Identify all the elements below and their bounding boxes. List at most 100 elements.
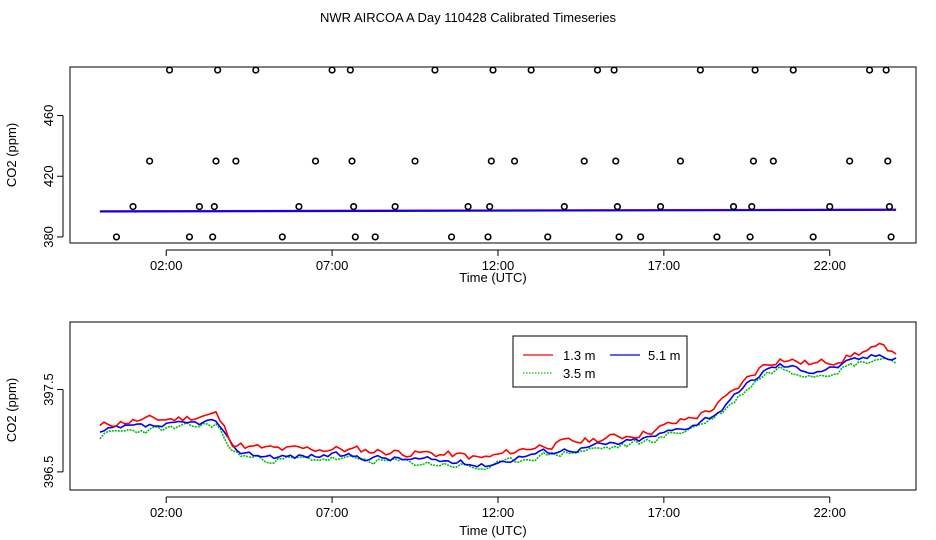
scatter-point: [769, 157, 777, 165]
top-x-axis-label: Time (UTC): [459, 270, 526, 285]
scatter-point: [887, 233, 895, 241]
scatter-point: [748, 202, 756, 211]
scatter-point: [447, 233, 456, 241]
top-x-tick-label: 02:00: [150, 258, 183, 273]
scatter-point: [185, 233, 194, 241]
bottom-x-tick-label: 07:00: [316, 505, 349, 520]
scatter-point: [464, 202, 472, 211]
scatter-point: [431, 66, 439, 74]
scatter-point: [214, 66, 222, 74]
top-y-axis: 380 420 460: [41, 105, 64, 248]
scatter-point: [527, 66, 535, 74]
scatter-point: [232, 157, 240, 165]
top-series-line: [99, 208, 897, 213]
series-line-1-3-m: [99, 342, 897, 460]
scatter-point: [613, 202, 622, 211]
scatter-point: [593, 66, 602, 74]
scatter-point: [676, 157, 685, 165]
bottom-plot-frame: [69, 321, 917, 491]
scatter-point: [746, 233, 754, 241]
scatter-point: [656, 202, 665, 211]
bottom-x-axis: 02:00 07:00 12:00 17:00 22:00: [150, 496, 846, 520]
scatter-point: [112, 233, 121, 241]
bottom-y-axis: 396.5 397.5: [41, 373, 64, 489]
bottom-series-lines: [99, 342, 897, 471]
scatter-point: [560, 202, 568, 211]
top-y-tick-label: 380: [41, 226, 56, 248]
scatter-point: [350, 202, 358, 211]
chart-title: NWR AIRCOA A Day 110428 Calibrated Times…: [320, 10, 616, 25]
scatter-point: [489, 66, 497, 74]
series-line-5-1-m: [99, 353, 897, 468]
scatter-point: [749, 157, 758, 165]
scatter-point: [411, 157, 419, 165]
scatter-point: [809, 233, 817, 241]
scatter-point: [610, 66, 618, 74]
bottom-x-axis-label: Time (UTC): [459, 523, 526, 538]
series-line-3-5-m: [99, 357, 897, 471]
bottom-x-tick-label: 12:00: [482, 505, 515, 520]
top-y-tick-label: 460: [41, 105, 56, 127]
scatter-point: [146, 157, 154, 165]
scatter-point: [615, 233, 623, 241]
scatter-point: [696, 66, 704, 74]
top-panel: 02:00 07:00 12:00 17:00 22:00 380 420 460 Time…: [4, 66, 917, 285]
scatter-point: [346, 66, 354, 74]
scatter-point: [486, 202, 494, 211]
scatter-point: [510, 157, 519, 165]
scatter-point: [195, 202, 203, 211]
top-points: [112, 66, 895, 241]
scatter-point: [713, 233, 721, 241]
top-y-tick-label: 420: [41, 165, 56, 187]
scatter-point: [487, 157, 495, 165]
scatter-point: [884, 157, 892, 165]
bottom-y-axis-label: CO2 (ppm): [4, 378, 19, 442]
scatter-point: [751, 66, 759, 74]
scatter-point: [637, 233, 645, 241]
scatter-point: [885, 202, 894, 211]
bottom-x-tick-label: 02:00: [150, 505, 183, 520]
legend-label-3-5m: 3.5 m: [563, 366, 596, 381]
scatter-point: [789, 66, 797, 74]
scatter-point: [371, 233, 379, 241]
top-x-tick-label: 22:00: [813, 258, 846, 273]
scatter-point: [311, 157, 320, 165]
scatter-point: [865, 66, 874, 74]
scatter-point: [826, 202, 834, 211]
top-y-axis-label: CO2 (ppm): [4, 123, 19, 187]
scatter-point: [391, 202, 399, 211]
scatter-point: [328, 66, 336, 74]
legend-label-5-1m: 5.1 m: [648, 348, 681, 363]
scatter-point: [252, 66, 260, 74]
top-x-tick-label: 17:00: [648, 258, 681, 273]
scatter-point: [846, 157, 854, 165]
scatter-point: [209, 233, 217, 241]
scatter-point: [129, 202, 137, 211]
bottom-y-tick-label: 396.5: [41, 456, 56, 489]
bottom-x-tick-label: 17:00: [648, 505, 681, 520]
scatter-point: [580, 157, 588, 165]
scatter-point: [212, 157, 220, 165]
scatter-point: [729, 202, 738, 211]
scatter-point: [484, 233, 492, 241]
top-plot-frame: [69, 66, 917, 244]
top-trace-line-alt: [99, 208, 897, 211]
top-x-tick-label: 12:00: [482, 258, 515, 273]
scatter-point: [612, 157, 620, 165]
scatter-point: [210, 202, 218, 211]
scatter-point: [882, 66, 890, 74]
bottom-x-tick-label: 22:00: [813, 505, 846, 520]
scatter-point: [278, 233, 286, 241]
bottom-y-tick-label: 397.5: [41, 373, 56, 406]
scatter-point: [348, 157, 356, 165]
top-trace-line: [99, 208, 897, 213]
top-x-tick-label: 07:00: [316, 258, 349, 273]
legend: 1.3 m 3.5 m 5.1 m: [512, 335, 688, 388]
legend-label-1-3m: 1.3 m: [563, 348, 596, 363]
top-x-axis: 02:00 07:00 12:00 17:00 22:00: [150, 249, 846, 273]
scatter-point: [295, 202, 303, 211]
scatter-point: [351, 233, 359, 241]
bottom-panel: 02:00 07:00 12:00 17:00 22:00 396.5 397.5 1.3…: [4, 321, 917, 538]
scatter-point: [165, 66, 174, 74]
